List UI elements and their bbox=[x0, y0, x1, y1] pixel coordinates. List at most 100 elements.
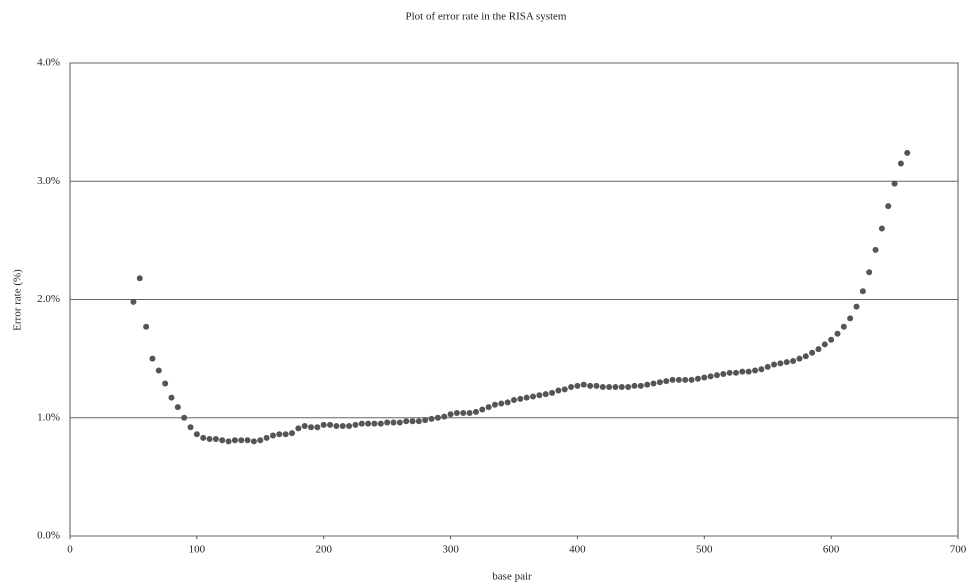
data-point bbox=[758, 366, 765, 373]
data-point bbox=[536, 392, 543, 399]
data-point bbox=[295, 425, 302, 432]
data-point bbox=[409, 418, 416, 425]
data-point bbox=[517, 395, 524, 402]
data-point bbox=[390, 419, 397, 426]
data-point bbox=[352, 421, 359, 428]
x-tick-label: 100 bbox=[189, 544, 206, 556]
data-point bbox=[625, 384, 632, 391]
chart-title: Plot of error rate in the RISA system bbox=[405, 11, 566, 23]
data-point bbox=[891, 180, 898, 187]
data-point bbox=[599, 384, 606, 391]
data-point bbox=[301, 423, 308, 430]
data-point bbox=[504, 399, 511, 406]
data-point bbox=[866, 269, 873, 276]
data-point bbox=[327, 421, 334, 428]
data-point bbox=[840, 323, 847, 330]
data-point bbox=[289, 430, 295, 437]
data-point bbox=[441, 413, 448, 420]
data-point bbox=[682, 376, 689, 383]
x-tick-label: 500 bbox=[696, 544, 713, 556]
data-point bbox=[181, 414, 188, 421]
x-axis-label: base pair bbox=[492, 571, 532, 583]
data-point bbox=[238, 437, 245, 444]
data-point bbox=[149, 355, 156, 362]
data-point bbox=[155, 367, 162, 374]
data-point bbox=[663, 378, 670, 385]
data-point bbox=[314, 424, 321, 431]
data-point bbox=[422, 417, 429, 424]
data-point bbox=[365, 420, 372, 427]
data-point bbox=[282, 431, 289, 438]
data-point bbox=[479, 406, 486, 413]
data-point bbox=[606, 384, 613, 391]
data-point bbox=[143, 323, 150, 330]
data-point bbox=[834, 330, 841, 337]
data-point bbox=[174, 404, 181, 411]
data-point bbox=[542, 391, 549, 398]
data-point bbox=[821, 341, 828, 348]
y-tick-label: 3.0% bbox=[37, 175, 60, 187]
data-point bbox=[244, 437, 251, 444]
data-point bbox=[656, 379, 663, 386]
data-point bbox=[859, 288, 866, 295]
data-point bbox=[771, 361, 778, 368]
data-point bbox=[574, 382, 581, 389]
data-point bbox=[371, 420, 378, 427]
data-point bbox=[485, 404, 492, 411]
x-tick-label: 200 bbox=[315, 544, 332, 556]
data-point bbox=[885, 203, 892, 210]
data-point bbox=[377, 420, 384, 427]
data-point bbox=[752, 367, 759, 374]
data-point bbox=[872, 246, 879, 253]
data-point bbox=[231, 437, 238, 444]
data-point bbox=[637, 382, 644, 389]
data-point bbox=[523, 394, 530, 401]
data-point bbox=[428, 415, 435, 422]
data-point bbox=[796, 355, 803, 362]
data-point bbox=[339, 423, 346, 430]
data-point bbox=[644, 381, 651, 388]
data-point bbox=[650, 380, 657, 387]
data-point bbox=[713, 372, 720, 379]
data-point bbox=[225, 438, 232, 445]
data-point bbox=[802, 353, 809, 360]
data-point bbox=[555, 387, 562, 394]
y-tick-label: 0.0% bbox=[37, 530, 60, 542]
data-point bbox=[200, 434, 207, 441]
x-tick-label: 400 bbox=[569, 544, 586, 556]
data-point bbox=[701, 374, 708, 381]
data-point bbox=[745, 368, 752, 375]
data-point bbox=[491, 401, 498, 408]
data-point bbox=[257, 437, 264, 444]
data-point bbox=[580, 381, 587, 388]
data-point bbox=[733, 369, 739, 376]
data-point bbox=[206, 436, 213, 443]
data-point bbox=[694, 375, 701, 382]
data-point bbox=[130, 298, 137, 305]
data-point bbox=[904, 149, 911, 156]
data-point bbox=[250, 438, 257, 445]
data-point bbox=[447, 411, 454, 418]
data-point bbox=[612, 384, 619, 391]
data-point bbox=[726, 369, 733, 376]
data-point bbox=[790, 357, 797, 364]
data-point bbox=[308, 424, 315, 431]
data-point bbox=[739, 368, 746, 375]
data-point bbox=[358, 420, 365, 427]
data-point bbox=[707, 373, 714, 380]
data-point bbox=[764, 363, 771, 370]
data-point bbox=[162, 380, 169, 387]
data-point bbox=[187, 424, 194, 431]
data-point bbox=[276, 431, 283, 438]
data-point bbox=[466, 410, 473, 417]
data-point bbox=[498, 400, 505, 407]
data-point bbox=[720, 370, 727, 377]
data-point bbox=[263, 434, 270, 441]
data-point bbox=[403, 418, 410, 425]
data-point bbox=[320, 421, 327, 428]
data-point bbox=[568, 384, 575, 391]
data-point bbox=[815, 346, 822, 353]
data-point bbox=[549, 389, 556, 396]
